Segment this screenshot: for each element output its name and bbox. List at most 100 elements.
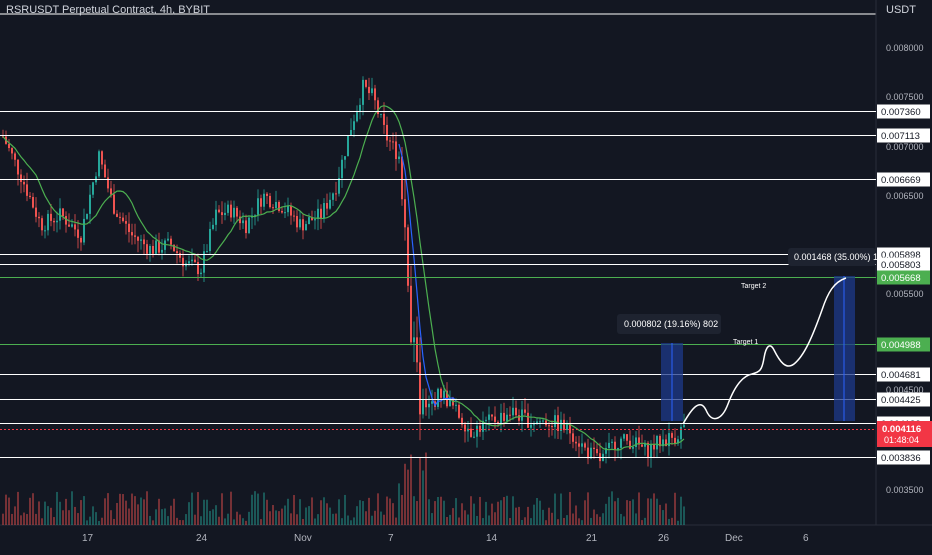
volume-bar xyxy=(572,513,574,525)
candle-body xyxy=(404,199,406,228)
volume-bar xyxy=(80,500,82,525)
candle-body xyxy=(473,436,475,438)
volume-bar xyxy=(500,500,502,525)
candle-body xyxy=(662,439,664,447)
candle-body xyxy=(410,285,412,343)
candle-body xyxy=(680,426,682,440)
volume-bar xyxy=(41,518,43,525)
volume-bar xyxy=(611,491,613,525)
volume-bar xyxy=(395,517,397,525)
volume-bar xyxy=(602,513,604,525)
volume-bar xyxy=(446,516,448,525)
candle-body xyxy=(584,443,586,448)
volume-bars xyxy=(2,452,685,525)
level-006669-badge xyxy=(877,172,930,187)
candle-body xyxy=(179,253,181,258)
candle-body xyxy=(47,213,49,231)
volume-bar xyxy=(125,500,127,525)
volume-bar xyxy=(308,506,310,525)
volume-bar xyxy=(182,520,184,525)
volume-bar xyxy=(362,501,364,525)
candle-body xyxy=(356,111,358,122)
candle-body xyxy=(128,223,130,233)
candle-body xyxy=(218,209,220,213)
volume-bar xyxy=(176,517,178,525)
candle-body xyxy=(395,141,397,160)
volume-bar xyxy=(227,513,229,525)
volume-bar xyxy=(641,520,643,525)
candle-body xyxy=(398,156,400,160)
candle-body xyxy=(146,244,148,254)
candle-body xyxy=(302,219,304,231)
volume-bar xyxy=(77,513,79,525)
volume-bar xyxy=(113,518,115,525)
candle-body xyxy=(407,227,409,286)
candle-body xyxy=(44,230,46,232)
symbol-title[interactable]: RSRUSDT Perpetual Contract, 4h, BYBIT xyxy=(6,4,210,16)
candle-body xyxy=(455,404,457,406)
volume-bar xyxy=(599,516,601,525)
volume-bar xyxy=(341,518,343,525)
candle-body xyxy=(512,407,514,416)
candle-body xyxy=(545,420,547,426)
volume-bar xyxy=(422,470,424,525)
volume-bar xyxy=(461,503,463,525)
volume-bar xyxy=(383,514,385,525)
volume-bar xyxy=(539,500,541,525)
volume-bar xyxy=(161,509,163,525)
volume-bar xyxy=(17,491,19,525)
time-axis[interactable]: 17 24 Nov 7 14 21 26 Dec 6 xyxy=(82,533,809,544)
candle-body xyxy=(350,129,352,136)
level-005668-badge xyxy=(877,270,930,285)
time-label: Nov xyxy=(294,533,312,544)
time-label: Dec xyxy=(725,533,743,544)
volume-bar xyxy=(668,518,670,525)
volume-bar xyxy=(650,498,652,525)
level-004988-label: 0.004988 xyxy=(881,340,921,351)
volume-bar xyxy=(374,510,376,525)
candle-body xyxy=(428,403,430,408)
volume-bar xyxy=(533,504,535,525)
volume-bar xyxy=(584,500,586,525)
volume-bar xyxy=(578,518,580,525)
candle-body xyxy=(290,205,292,216)
volume-bar xyxy=(680,496,682,525)
volume-bar xyxy=(356,506,358,525)
volume-bar xyxy=(647,498,649,525)
volume-bar xyxy=(545,520,547,525)
volume-bar xyxy=(617,497,619,525)
currency-label[interactable]: USDT xyxy=(886,4,916,16)
candle-body xyxy=(476,425,478,437)
volume-bar xyxy=(284,505,286,525)
volume-bar xyxy=(524,517,526,525)
level-labels: 0.007360 0.007113 0.006669 0.0058980.005803… xyxy=(877,104,930,465)
volume-bar xyxy=(392,503,394,525)
candle-body xyxy=(26,184,28,196)
candle-body xyxy=(278,201,280,211)
measure-tooltip-1 xyxy=(617,314,721,334)
candle-body xyxy=(23,181,25,185)
candle-body xyxy=(596,449,598,454)
volume-bar xyxy=(89,516,91,525)
level-004681-badge xyxy=(877,367,930,382)
candle-body xyxy=(155,240,157,254)
volume-bar xyxy=(230,491,232,525)
candle-body xyxy=(401,156,403,200)
candle-body xyxy=(344,156,346,160)
candle-body xyxy=(623,434,625,439)
volume-bar xyxy=(368,497,370,525)
candle-body xyxy=(188,261,190,264)
volume-bar xyxy=(521,519,523,525)
candle-body xyxy=(665,439,667,447)
volume-bar xyxy=(509,518,511,525)
ma-blue-line xyxy=(398,143,457,407)
volume-bar xyxy=(209,510,211,525)
price-axis[interactable]: 0.008000 0.007500 0.007000 0.006500 0.00… xyxy=(886,43,924,495)
candle-body xyxy=(329,199,331,209)
volume-bar xyxy=(662,510,664,525)
volume-bar xyxy=(20,515,22,525)
projection-path[interactable] xyxy=(682,277,847,425)
volume-bar xyxy=(236,511,238,525)
